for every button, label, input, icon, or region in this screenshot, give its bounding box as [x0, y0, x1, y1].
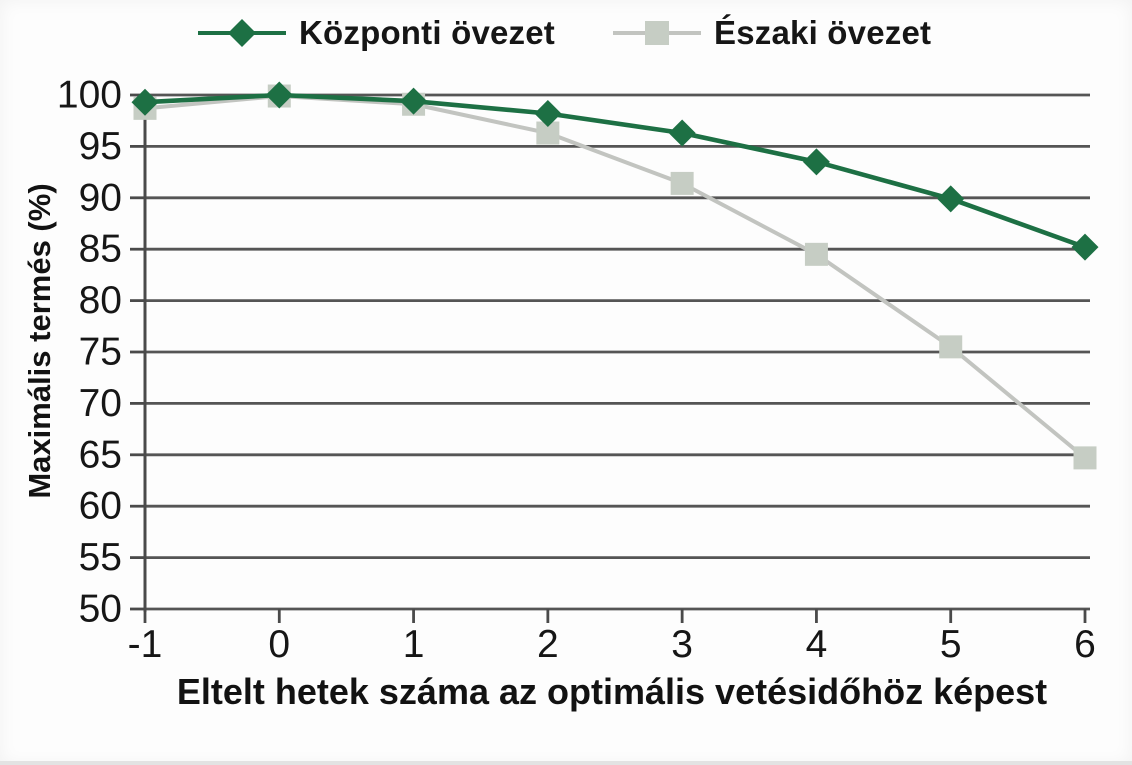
data-point-marker [804, 242, 828, 266]
y-tick-label: 75 [79, 331, 122, 374]
y-tick-label: 100 [57, 74, 122, 117]
y-tick-label: 55 [79, 536, 122, 579]
y-tick-label: 70 [79, 382, 122, 425]
y-tick-label: 65 [79, 433, 122, 476]
legend-item-eszaki-ovezet: Északi övezet [613, 14, 931, 52]
series-line [144, 92, 1086, 250]
data-point-marker [400, 87, 428, 115]
data-point-marker [534, 100, 562, 128]
x-axis-title: Eltelt hetek száma az optimális vetésidő… [176, 671, 1048, 712]
data-point-marker [668, 119, 696, 147]
x-tick-label: -1 [128, 623, 163, 666]
x-tick-label: 4 [806, 623, 828, 666]
diamond-marker-icon [198, 19, 286, 47]
data-point-marker [802, 148, 830, 176]
y-tick-label: 90 [79, 176, 122, 219]
y-tick-label: 85 [79, 228, 122, 271]
x-tick-label: 2 [537, 623, 559, 666]
x-tick-label: 5 [940, 623, 962, 666]
legend-label-kozponti-ovezet: Központi övezet [299, 14, 555, 51]
data-point-marker [131, 88, 159, 116]
legend-item-kozponti-ovezet: Központi övezet [198, 14, 555, 52]
square-marker-icon [613, 21, 701, 45]
x-tick-label: 0 [268, 623, 290, 666]
data-point-marker [265, 81, 293, 109]
data-point-marker [536, 121, 560, 145]
data-point-marker [937, 185, 965, 213]
legend: Központi övezet Északi övezet [198, 10, 931, 56]
x-tick-label: 6 [1074, 623, 1096, 666]
y-tick-label: 95 [79, 125, 122, 168]
data-point-marker [1073, 446, 1097, 470]
x-tick-label: 3 [671, 623, 693, 666]
legend-label-eszaki-ovezet: Északi övezet [714, 14, 932, 51]
y-tick-label: 60 [79, 485, 122, 528]
bottom-edge-strip [0, 761, 1132, 765]
data-point-marker [670, 171, 694, 195]
y-tick-label: 80 [79, 279, 122, 322]
y-axis-title: Maximális termés (%) [22, 183, 57, 499]
data-point-marker [1071, 233, 1099, 261]
data-point-marker [939, 335, 963, 359]
y-tick-label: 50 [79, 588, 122, 631]
x-tick-label: 1 [403, 623, 425, 666]
